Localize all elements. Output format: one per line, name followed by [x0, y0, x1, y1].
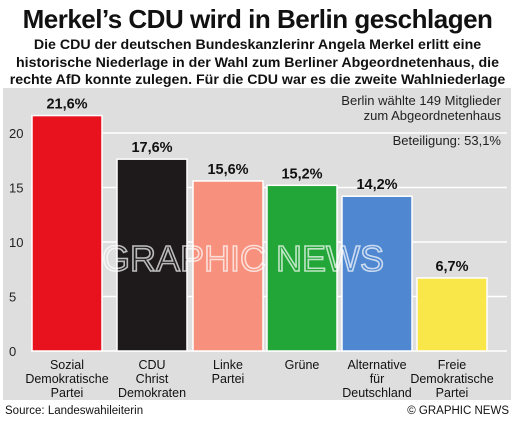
bar-value-label: 6,7% [435, 259, 468, 275]
annotation-line: Beteiligung: 53,1% [393, 133, 502, 148]
source-note: Source: Landeswahileiterin [5, 405, 144, 417]
category-label: Demokratische [25, 372, 108, 386]
watermark: GRAPHIC NEWS [102, 238, 384, 279]
subtitle-line-1: Die CDU der deutschen Bundeskanzlerinr A… [33, 37, 482, 53]
bar-value-label: 17,6% [131, 140, 172, 156]
chart-title: Merkel’s CDU wird in Berlin geschlagen [22, 4, 493, 34]
copyright-credit: © GRAPHIC NEWS [407, 405, 509, 417]
bar-value-label: 15,6% [207, 162, 248, 178]
annotation-line: zum Abgeordnetenhaus [364, 108, 502, 123]
subtitle-line-2: historische Niederlage in der Wahl zum B… [16, 54, 499, 71]
category-label: Linke [213, 358, 243, 372]
bar-value-label: 21,6% [46, 97, 87, 113]
bar [116, 158, 188, 352]
category-label: Partei [436, 386, 469, 400]
category-label: Christ [136, 372, 169, 386]
category-label: CDU [138, 358, 165, 372]
bar [31, 114, 103, 352]
category-label: Deutschland [342, 386, 412, 400]
category-label: Freie [438, 358, 467, 372]
category-label: Demokraten [118, 386, 186, 400]
chart-panel: 0 5 10 15 20 21,6% Sozial Demokratische Partei 17… [3, 88, 511, 400]
y-tick-label: 20 [9, 126, 23, 141]
chart-subtitle: Die CDU der deutschen Bundeskanzlerinr A… [0, 37, 515, 90]
subtitle-line-3: rechte AfD konnte zulegen. Für die CDU w… [9, 72, 506, 88]
y-tick-label: 0 [9, 344, 16, 359]
bar [416, 277, 488, 352]
bar-value-label: 14,2% [356, 177, 397, 193]
y-tick-label: 5 [9, 290, 16, 305]
category-label: Grüne [285, 358, 320, 372]
category-label: Demokratische [410, 372, 493, 386]
bar [192, 180, 264, 352]
y-tick-label: 10 [9, 235, 23, 250]
bar-value-label: 15,2% [281, 166, 322, 182]
annotation-line: Berlin wählte 149 Mitglieder [341, 93, 501, 108]
bar [266, 184, 338, 352]
category-label: Sozial [50, 358, 84, 372]
category-label: Partei [51, 386, 84, 400]
category-label: Partei [212, 372, 245, 386]
bar [341, 195, 413, 352]
y-tick-label: 15 [9, 181, 23, 196]
category-label: für [370, 372, 385, 386]
bar-chart: 0510152021,6%SozialDemokratischePartei17… [9, 93, 507, 400]
category-label: Alternative [347, 358, 406, 372]
